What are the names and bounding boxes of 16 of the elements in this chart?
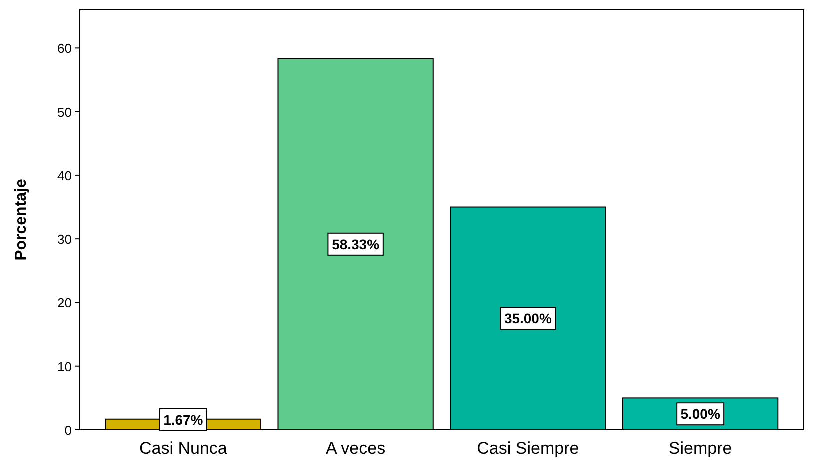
y-axis-title: Porcentaje [13, 178, 30, 261]
data-label: 35.00% [504, 310, 552, 327]
y-tick-label: 20 [58, 296, 72, 311]
x-tick-label: Casi Siempre [477, 439, 580, 458]
y-tick-label: 50 [58, 104, 72, 120]
x-tick-label: A veces [326, 439, 386, 458]
data-label: 1.67% [164, 412, 204, 428]
data-label: 58.33% [332, 236, 380, 252]
y-tick-label: 10 [58, 359, 72, 374]
x-tick-label: Siempre [668, 439, 732, 458]
y-tick-label: 60 [58, 41, 72, 56]
y-tick-label: 30 [58, 232, 72, 248]
x-tick-label: Casi Nunca [139, 439, 228, 458]
y-tick-label: 40 [58, 168, 72, 184]
y-tick-label: 0 [64, 423, 72, 438]
data-label: 5.00% [680, 406, 721, 422]
